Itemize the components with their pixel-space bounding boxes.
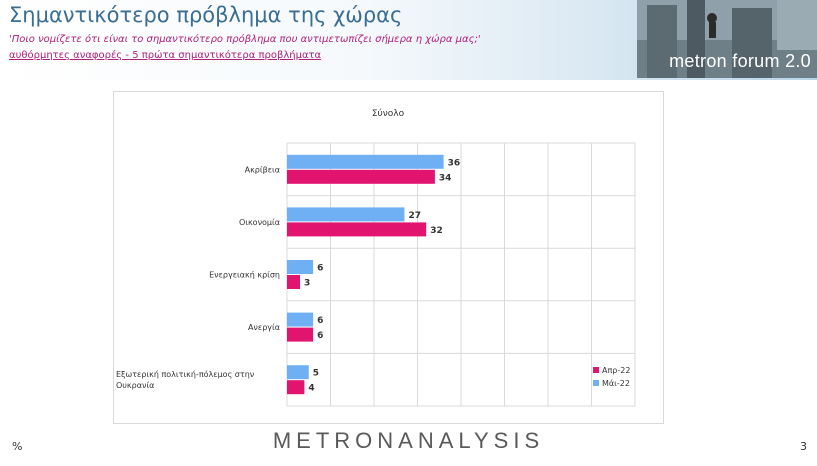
survey-question: 'Ποιο νομίζετε ότι είναι το σημαντικότερ… — [9, 34, 481, 45]
data-label: 4 — [308, 384, 314, 394]
data-label: 32 — [430, 226, 443, 236]
logo-text: metron forum 2.0 — [669, 51, 811, 71]
bar-may — [287, 207, 405, 222]
legend-label: Μάι-22 — [602, 379, 630, 388]
category-label: Ακρίβεια — [245, 165, 280, 174]
data-label: 5 — [313, 369, 319, 379]
slide-header: Σημαντικότερο πρόβλημα της χώρας 'Ποιο ν… — [0, 0, 817, 80]
bar-apr — [287, 169, 435, 184]
metron-analysis-logo: METRONANALYSIS — [272, 428, 545, 453]
data-label: 6 — [317, 331, 323, 341]
category-label: Οικονομία — [239, 218, 280, 227]
page-number: 3 — [800, 440, 807, 453]
data-label: 6 — [317, 316, 323, 326]
legend-swatch — [593, 367, 599, 373]
logo-photo-graphic — [637, 0, 817, 78]
legend-label: Απρ-22 — [602, 366, 630, 375]
category-label: Ανεργία — [248, 323, 280, 332]
bar-may — [287, 365, 309, 380]
data-label: 27 — [408, 211, 421, 221]
chart-frame: Σύνολο Ακρίβεια 36 34 Οικονομία 27 32 Ενεργειακ… — [113, 91, 664, 424]
bar-may — [287, 312, 314, 327]
bar-apr — [287, 275, 301, 289]
data-label: 34 — [439, 173, 452, 183]
data-label: 36 — [448, 158, 461, 168]
legend-swatch — [593, 380, 599, 386]
bar-may — [287, 154, 444, 169]
data-label: 6 — [317, 264, 323, 274]
chart-title: Σύνολο — [372, 108, 405, 119]
bar-apr — [287, 222, 427, 237]
unit-label: % — [12, 440, 23, 453]
bar-apr — [287, 327, 314, 342]
bar-chart: ΣύνολοΑκρίβεια3634Οικονομία2732Ενεργειακ… — [116, 108, 636, 407]
survey-note: αυθόρμητες αναφορές - 5 πρώτα σημαντικότ… — [9, 50, 322, 61]
slide-title: Σημαντικότερο πρόβλημα της χώρας — [9, 3, 403, 27]
bar-apr — [287, 380, 305, 395]
category-label: Εξωτερική πολιτική-πόλεμος στην — [116, 369, 255, 379]
data-label: 3 — [304, 279, 310, 289]
bar-may — [287, 260, 314, 274]
category-label: Ουκρανία — [116, 381, 154, 390]
metron-forum-logo: metron forum 2.0 — [637, 0, 817, 78]
category-label: Ενεργειακή κρίση — [209, 271, 280, 280]
